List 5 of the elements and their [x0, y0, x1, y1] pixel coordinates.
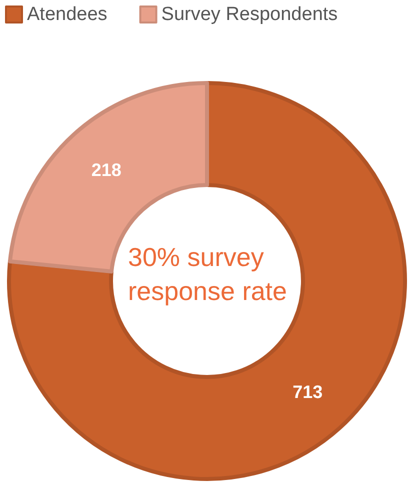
data-label: 713: [292, 382, 323, 402]
legend-label: Atendees: [27, 4, 108, 25]
data-label: 218: [91, 160, 122, 180]
legend-label: Survey Respondents: [161, 4, 338, 25]
text: 30% survey response rate: [128, 242, 287, 306]
